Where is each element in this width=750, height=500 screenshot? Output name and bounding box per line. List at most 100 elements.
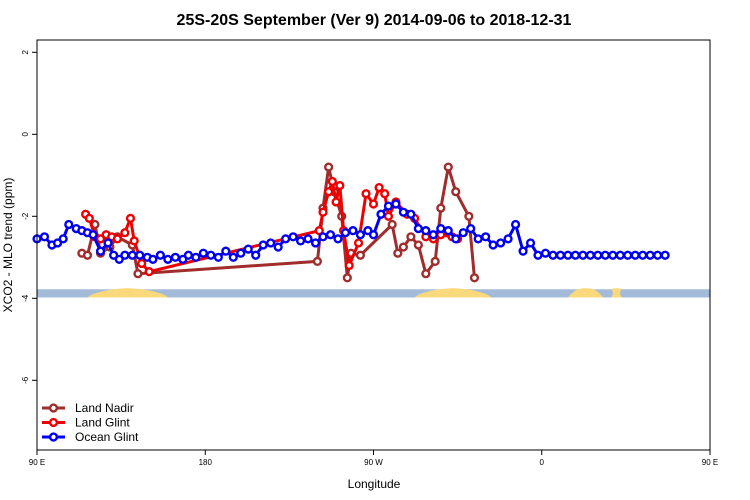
data-point-ocean-glint (548, 250, 558, 260)
data-point-land-glint (120, 228, 130, 238)
data-point-ocean-glint (236, 248, 246, 258)
x-tick-label: 180 (199, 458, 213, 467)
data-point-land-glint (374, 183, 384, 193)
y-tick-label: 2 (21, 50, 30, 55)
data-point-land-nadir (312, 256, 323, 267)
data-point-ocean-glint (458, 228, 468, 238)
data-point-land-nadir (324, 162, 334, 172)
y-tick-label: -4 (21, 294, 30, 302)
data-point-ocean-glint (348, 226, 358, 236)
data-point-land-glint (129, 236, 139, 246)
chart-title: 25S-20S September (Ver 9) 2014-09-06 to … (177, 12, 572, 29)
data-point-land-glint (335, 180, 345, 191)
ocean-band (37, 289, 710, 298)
data-point-ocean-glint (39, 232, 50, 242)
data-point-land-glint (327, 176, 337, 187)
data-point-ocean-glint (95, 246, 106, 256)
data-point-ocean-glint (340, 228, 351, 238)
data-point-ocean-glint (251, 250, 261, 260)
data-point-land-glint (353, 238, 364, 248)
data-point-ocean-glint (436, 224, 446, 234)
data-point-ocean-glint (398, 207, 409, 217)
legend-marker-land-nadir (48, 403, 59, 413)
data-point-land-nadir (355, 250, 366, 260)
data-point-ocean-glint (638, 250, 648, 260)
data-point-ocean-glint (555, 250, 566, 260)
data-point-land-nadir (342, 273, 352, 283)
x-tick-label: 0 (540, 458, 545, 467)
data-point-ocean-glint (503, 234, 513, 244)
data-point-ocean-glint (333, 234, 343, 244)
data-point-ocean-glint (593, 250, 603, 260)
data-point-ocean-glint (421, 226, 431, 236)
data-point-land-glint (368, 199, 379, 209)
y-axis-ticks: 2 0 -2 -4 -6 (21, 50, 37, 384)
data-point-ocean-glint (310, 238, 321, 248)
legend-marker-ocean-glint (48, 432, 59, 442)
data-point-ocean-glint (481, 232, 491, 242)
data-point-ocean-glint (623, 250, 633, 260)
data-point-ocean-glint (58, 234, 68, 244)
data-point-ocean-glint (213, 252, 223, 262)
surface-band (37, 288, 710, 298)
data-point-ocean-glint (525, 238, 536, 248)
data-point-ocean-glint (266, 238, 276, 248)
land-band-segment (567, 288, 604, 298)
data-point-land-nadir (387, 219, 397, 230)
data-point-ocean-glint (148, 254, 158, 264)
data-point-land-nadir (413, 240, 423, 250)
x-axis-ticks: 90 E 180 90 W 0 90 E (29, 450, 718, 467)
data-point-ocean-glint (615, 250, 625, 260)
data-point-ocean-glint (206, 250, 216, 260)
data-point-land-nadir (406, 232, 416, 242)
data-point-ocean-glint (653, 250, 663, 260)
data-point-ocean-glint (466, 224, 476, 234)
legend-marker-land-glint (48, 417, 59, 428)
data-point-ocean-glint (570, 250, 581, 260)
data-point-ocean-glint (473, 234, 483, 244)
data-point-ocean-glint (295, 236, 306, 246)
data-point-ocean-glint (368, 230, 379, 240)
land-band-segment (610, 288, 623, 298)
data-point-land-nadir (133, 269, 143, 279)
data-point-land-nadir (82, 250, 93, 260)
data-point-ocean-glint (496, 238, 506, 248)
data-point-ocean-glint (155, 250, 165, 260)
data-point-land-glint (144, 267, 154, 277)
data-point-ocean-glint (103, 238, 113, 248)
data-point-ocean-glint (273, 242, 283, 252)
data-point-ocean-glint (281, 234, 291, 244)
data-point-land-glint (331, 197, 341, 207)
data-point-land-glint (344, 260, 354, 271)
data-point-ocean-glint (120, 250, 130, 260)
data-point-ocean-glint (585, 250, 595, 260)
data-point-ocean-glint (198, 248, 208, 258)
data-point-ocean-glint (288, 232, 298, 242)
data-point-land-glint (125, 213, 136, 223)
data-point-land-nadir (469, 273, 480, 283)
data-point-ocean-glint (183, 250, 194, 260)
data-point-land-glint (318, 207, 328, 217)
data-point-ocean-glint (325, 230, 336, 240)
legend-label-ocean-glint: Ocean Glint (75, 430, 139, 444)
y-tick-label: 0 (21, 132, 30, 137)
legend-label-land-glint: Land Glint (75, 416, 130, 430)
data-point-ocean-glint (413, 224, 423, 234)
data-point-land-glint (137, 258, 147, 269)
data-point-ocean-glint (518, 246, 528, 256)
data-point-ocean-glint (258, 240, 268, 250)
data-point-ocean-glint (630, 250, 640, 260)
data-point-ocean-glint (376, 209, 386, 219)
data-point-ocean-glint (578, 250, 588, 260)
data-point-land-nadir (436, 203, 446, 213)
data-point-ocean-glint (170, 252, 180, 262)
x-tick-label: 90 E (702, 458, 718, 467)
data-point-ocean-glint (355, 230, 366, 240)
data-point-land-glint (361, 189, 371, 199)
data-point-land-glint (324, 187, 334, 197)
data-point-ocean-glint (391, 199, 401, 209)
data-point-land-glint (314, 226, 324, 236)
data-point-ocean-glint (645, 250, 655, 260)
data-point-ocean-glint (383, 201, 394, 211)
